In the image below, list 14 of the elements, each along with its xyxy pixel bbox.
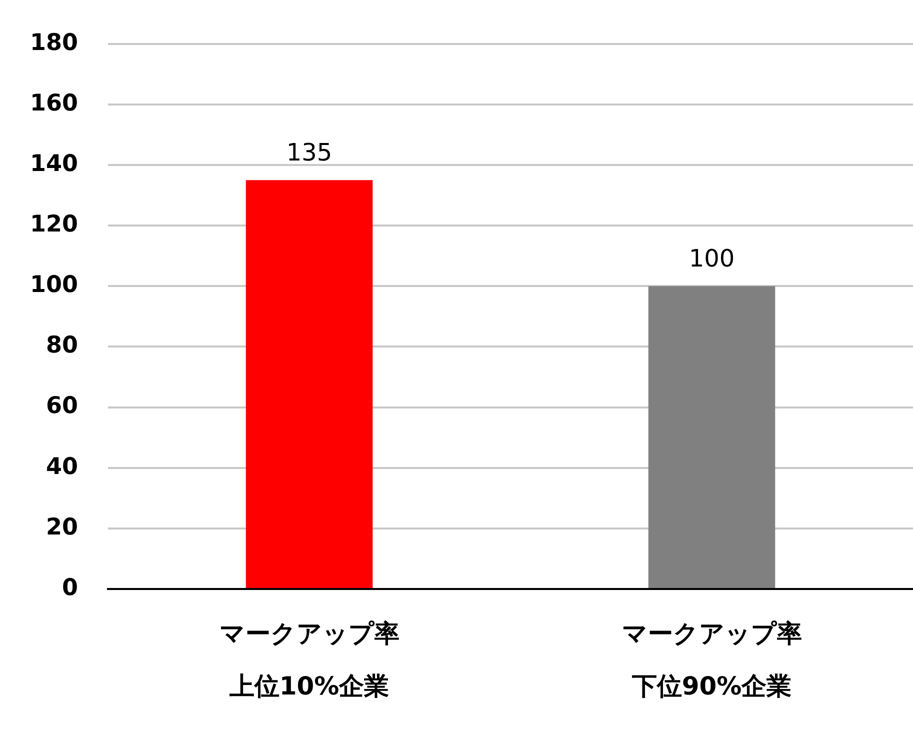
data-label: 100 xyxy=(688,244,735,272)
y-tick-label: 160 xyxy=(30,90,78,116)
y-tick-label: 0 xyxy=(62,574,78,601)
data-label: 135 xyxy=(286,138,332,166)
y-tick-label: 180 xyxy=(30,30,78,56)
x-tick-label: マークアップ率上位10%企業 xyxy=(219,618,400,700)
y-tick-label: 80 xyxy=(46,332,78,359)
y-tick-label: 20 xyxy=(46,514,78,540)
y-tick-label: 120 xyxy=(30,212,78,238)
y-tick-label: 60 xyxy=(46,393,78,420)
y-tick-label: 140 xyxy=(30,150,78,177)
y-tick-label: 40 xyxy=(46,454,78,480)
x-tick-label: マークアップ率下位90%企業 xyxy=(622,618,802,700)
y-tick-label: 100 xyxy=(30,272,78,298)
